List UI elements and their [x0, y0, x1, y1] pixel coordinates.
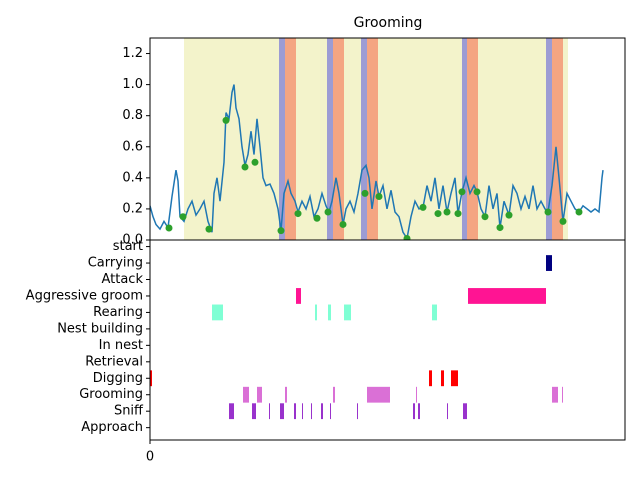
event-bar	[416, 386, 417, 403]
y-tick-label: Approach	[81, 420, 143, 435]
shaded-span	[279, 38, 285, 240]
event-bar	[357, 403, 358, 420]
y-tick-label: Retrieval	[85, 354, 143, 369]
chart-title: Grooming	[354, 15, 423, 31]
y-tick-label: Attack	[101, 272, 143, 287]
y-tick-label: start	[113, 239, 143, 254]
event-bar	[451, 370, 458, 387]
event-bar	[269, 403, 270, 420]
y-tick-label: 0.2	[122, 201, 143, 216]
point	[179, 213, 187, 221]
event-bar	[212, 304, 223, 321]
point	[505, 211, 513, 219]
point	[458, 188, 466, 196]
point	[575, 208, 583, 216]
event-bar	[328, 304, 331, 321]
shaded-span	[467, 38, 478, 240]
point	[241, 163, 249, 171]
point	[277, 227, 285, 235]
y-tick-label: Sniff	[114, 404, 144, 419]
point	[559, 217, 567, 225]
event-bar	[447, 403, 448, 420]
event-bar	[463, 403, 467, 420]
y-tick-label: Grooming	[79, 387, 143, 402]
point	[361, 189, 369, 197]
event-bar	[280, 403, 284, 420]
y-tick-label: Digging	[93, 371, 143, 386]
point	[403, 234, 411, 240]
shaded-span	[546, 38, 552, 240]
event-bar	[562, 386, 563, 403]
shaded-span	[552, 38, 563, 240]
y-tick-label: In nest	[99, 338, 143, 353]
point	[205, 225, 213, 233]
point	[222, 116, 230, 124]
point	[324, 208, 332, 216]
y-tick-label: 0.0	[122, 233, 143, 248]
event-bar	[333, 386, 335, 403]
point	[434, 210, 442, 218]
event-bar	[367, 386, 390, 403]
y-tick-label: 1.0	[122, 77, 143, 92]
event-bar	[429, 370, 432, 387]
point	[443, 208, 451, 216]
event-bar	[229, 403, 234, 420]
event-bar	[150, 370, 152, 387]
event-bar	[296, 288, 301, 304]
event-bar	[311, 403, 312, 420]
event-bar	[321, 403, 323, 420]
event-bar	[432, 304, 437, 321]
point	[481, 213, 489, 221]
point	[419, 203, 427, 211]
axes-frame	[149, 239, 626, 441]
x-tick-label: 0	[146, 450, 154, 465]
y-tick-label: 0.8	[122, 108, 143, 123]
point	[294, 210, 302, 218]
shaded-span	[367, 38, 378, 240]
shaded-span	[327, 38, 333, 240]
event-bar	[257, 386, 262, 403]
point	[339, 220, 347, 228]
y-tick-label: 0.6	[122, 139, 143, 154]
point	[496, 224, 504, 232]
event-bar	[468, 288, 546, 304]
y-tick-label: Carrying	[88, 256, 143, 271]
y-tick-label: Nest building	[57, 321, 143, 336]
shaded-span	[285, 38, 296, 240]
data-line	[150, 84, 604, 240]
event-bar	[243, 386, 249, 403]
point	[544, 208, 552, 216]
event-bar	[546, 255, 552, 271]
event-bar	[315, 304, 317, 321]
event-bar	[552, 386, 558, 403]
event-bar	[413, 403, 415, 420]
y-tick-label: 0.4	[122, 170, 143, 185]
y-tick-label: Rearing	[93, 305, 143, 320]
event-bar	[418, 403, 420, 420]
point	[251, 158, 259, 166]
plot-area	[150, 38, 604, 240]
event-bar	[285, 386, 287, 403]
point	[165, 224, 173, 232]
shaded-span	[462, 38, 467, 240]
event-bar	[302, 403, 303, 420]
event-bar	[441, 370, 444, 387]
event-bar	[294, 403, 296, 420]
event-bar	[252, 403, 256, 420]
point	[313, 214, 321, 222]
y-tick-label: Aggressive groom	[26, 288, 143, 303]
point	[454, 210, 462, 218]
y-tick-label: 1.2	[122, 46, 143, 61]
point	[375, 192, 383, 200]
event-bar	[330, 403, 331, 420]
shaded-span	[361, 38, 367, 240]
shaded-span	[333, 38, 344, 240]
point	[473, 188, 481, 196]
event-bar	[344, 304, 351, 321]
